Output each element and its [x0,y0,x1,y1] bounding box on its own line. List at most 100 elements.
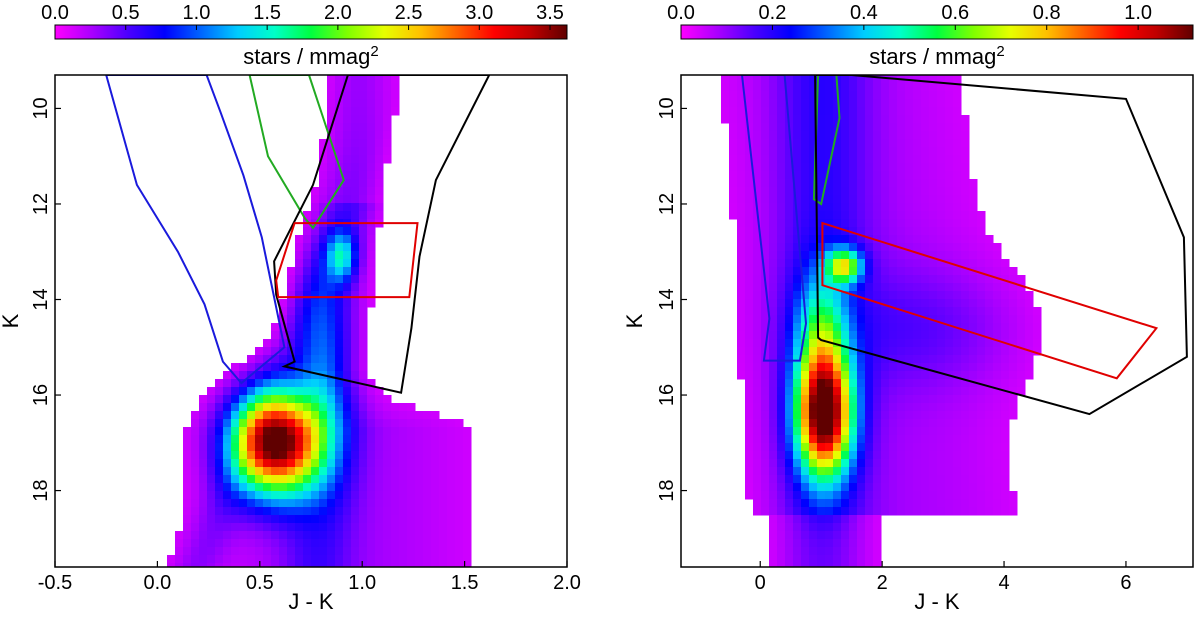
density-cell [977,235,986,244]
density-cell [873,371,882,380]
density-cell [223,443,232,452]
density-cell [897,419,906,428]
density-cell [833,99,842,108]
density-cell [335,563,344,567]
density-cell [969,195,978,204]
density-cell [239,523,248,532]
density-cell [335,435,344,444]
density-cell [351,307,360,316]
density-cell [945,251,954,260]
density-cell [359,339,368,348]
density-cell [801,523,810,532]
density-cell [977,475,986,484]
density-cell [383,419,392,428]
density-cell [415,507,424,516]
density-cell [463,475,472,484]
density-cell [897,467,906,476]
density-cell [929,323,938,332]
density-cell [785,171,794,180]
density-cell [969,243,978,252]
density-cell [897,475,906,484]
density-cell [407,459,416,468]
density-cell [801,267,810,276]
density-cell [327,83,336,92]
density-cell [841,371,850,380]
density-cell [777,235,786,244]
density-cell [993,387,1002,396]
density-cell [431,555,440,564]
density-cell [463,539,472,548]
density-cell [865,211,874,220]
density-cell [287,435,296,444]
density-cell [343,299,352,308]
density-cell [937,355,946,364]
density-cell [737,339,746,348]
density-cell [319,187,328,196]
density-cell [247,403,256,412]
density-cell [455,539,464,548]
density-cell [737,75,746,84]
density-cell [865,411,874,420]
density-cell [841,267,850,276]
density-cell [407,555,416,564]
density-cell [945,219,954,228]
density-cell [777,123,786,132]
density-cell [945,291,954,300]
density-cell [351,331,360,340]
density-cell [1001,419,1010,428]
density-cell [183,443,192,452]
density-cell [881,283,890,292]
density-cell [769,451,778,460]
density-cell [937,339,946,348]
density-cell [897,459,906,468]
y-tick-label: 14 [656,288,678,310]
density-cell [809,555,818,564]
density-cell [745,387,754,396]
density-cell [383,99,392,108]
density-cell [311,547,320,556]
density-cell [335,355,344,364]
density-cell [319,283,328,292]
density-cell [985,443,994,452]
density-cell [295,523,304,532]
density-cell [825,363,834,372]
density-cell [809,507,818,516]
density-cell [961,283,970,292]
density-cell [247,355,256,364]
density-cell [953,243,962,252]
density-cell [215,395,224,404]
density-cell [825,219,834,228]
density-cell [343,451,352,460]
density-cell [745,275,754,284]
density-cell [913,251,922,260]
density-cell [745,99,754,108]
density-cell [753,411,762,420]
density-cell [825,243,834,252]
density-cell [343,419,352,428]
density-cell [785,523,794,532]
density-cell [833,411,842,420]
density-cell [231,563,240,567]
density-cell [849,339,858,348]
density-cell [447,475,456,484]
density-cell [279,355,288,364]
density-cell [937,467,946,476]
density-cell [865,203,874,212]
density-cell [841,563,850,567]
density-cell [825,235,834,244]
density-cell [351,363,360,372]
density-cell [375,531,384,540]
density-cell [809,355,818,364]
density-cell [945,387,954,396]
density-cell [753,443,762,452]
density-cell [359,259,368,268]
density-cell [367,139,376,148]
density-cell [825,531,834,540]
density-cell [849,235,858,244]
density-cell [985,299,994,308]
density-cell [881,307,890,316]
density-cell [1001,267,1010,276]
density-cell [897,171,906,180]
density-cell [737,187,746,196]
density-cell [785,211,794,220]
